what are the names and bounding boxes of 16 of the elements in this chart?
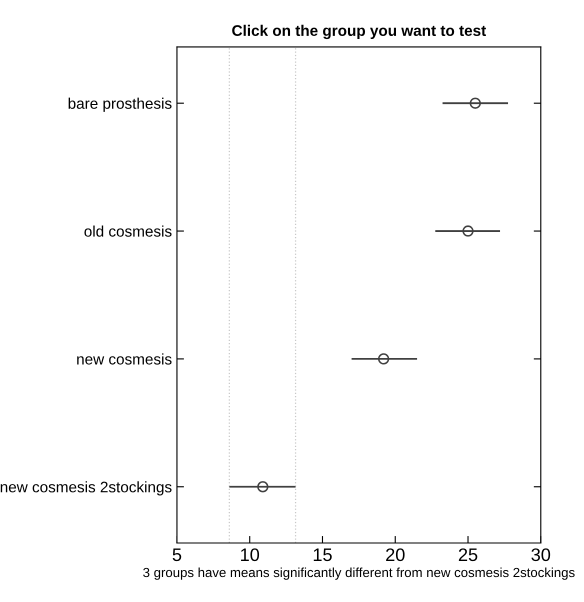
x-tick-label: 5 (172, 548, 182, 562)
x-tick-label: 10 (241, 548, 260, 562)
point (378, 353, 390, 365)
x-tick-label: 25 (458, 548, 478, 562)
y-tick-label: new cosmesis (77, 353, 172, 365)
point (470, 98, 481, 109)
x-tick-label: 15 (314, 548, 332, 562)
x-tick-label: 30 (531, 548, 550, 562)
y-tick-label: bare prosthesis (68, 98, 172, 112)
x-axis-title: 3 groups have means significantly different from new cosmesis 2stockings (143, 567, 575, 580)
y-tick-label: new cosmesis 2stockings (0, 481, 172, 496)
y-tick-label: old cosmesis (84, 226, 172, 237)
x-tick-label: 20 (386, 548, 405, 562)
point (462, 225, 474, 237)
point (257, 481, 268, 492)
chart-title: Click on the group you want to test (232, 24, 486, 40)
